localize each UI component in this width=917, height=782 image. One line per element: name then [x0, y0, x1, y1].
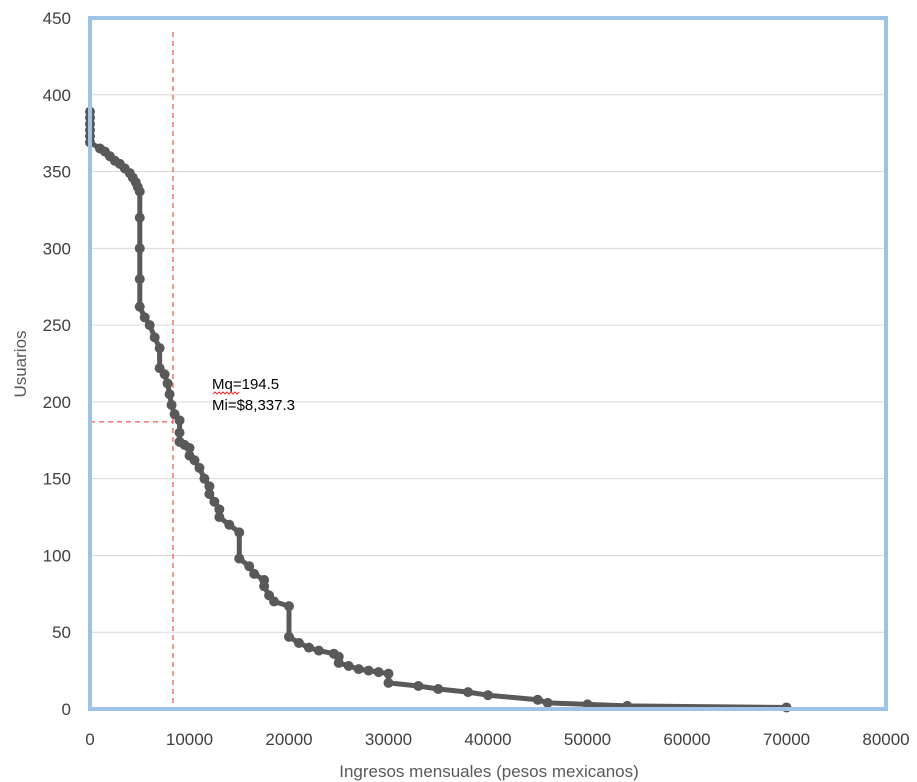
x-tick-label: 40000: [464, 730, 511, 749]
data-point: [159, 369, 170, 380]
reference-lines: [90, 32, 174, 709]
y-tick-label: 300: [43, 239, 71, 258]
x-tick-label: 50000: [564, 730, 611, 749]
data-point: [234, 553, 245, 564]
data-point: [234, 527, 245, 538]
plot-frame: [88, 16, 888, 711]
x-tick-label: 80000: [862, 730, 909, 749]
data-point: [383, 668, 394, 679]
grid-lines: [90, 17, 886, 710]
data-point: [333, 657, 344, 668]
data-point: [214, 512, 225, 523]
spellcheck-underline: [212, 391, 240, 395]
data-point: [363, 665, 374, 676]
data-point: [214, 504, 225, 515]
x-tick-label: 10000: [166, 730, 213, 749]
data-point: [284, 631, 294, 642]
data-point: [166, 399, 177, 410]
data-point: [433, 684, 444, 695]
plot-area-border: [88, 16, 888, 711]
data-point: [269, 596, 280, 607]
data-point: [134, 186, 145, 197]
data-point: [174, 415, 185, 426]
y-tick-label: 200: [43, 393, 71, 412]
data-point: [139, 312, 150, 323]
annotation-mi: Mi=$8,337.3: [212, 397, 295, 414]
data-point: [144, 320, 155, 331]
data-point: [582, 699, 593, 710]
data-point: [134, 301, 145, 312]
data-point: [343, 661, 354, 672]
y-tick-label: 50: [52, 623, 71, 642]
x-tick-label: 0: [85, 730, 94, 749]
data-point: [199, 473, 210, 484]
data-point: [224, 519, 235, 530]
data-point: [532, 694, 543, 705]
data-point: [463, 687, 474, 698]
data-point: [313, 645, 324, 656]
data-point: [249, 568, 260, 579]
annotation-mq: Mq=194.5: [212, 376, 279, 393]
data-point: [383, 677, 394, 688]
data-point: [189, 455, 200, 466]
data-point: [149, 332, 160, 343]
y-tick-label: 400: [43, 86, 71, 105]
x-tick-label: 70000: [763, 730, 810, 749]
x-tick-label: 60000: [663, 730, 710, 749]
data-point: [293, 637, 304, 648]
y-tick-label: 250: [43, 316, 71, 335]
data-point: [204, 489, 215, 500]
y-tick-label: 450: [43, 9, 71, 28]
data-point: [353, 664, 364, 675]
data-point: [154, 343, 165, 354]
y-axis-title: Usuarios: [11, 330, 30, 397]
data-point: [413, 680, 424, 691]
data-point: [284, 601, 294, 612]
data-series: [85, 106, 792, 713]
data-point: [483, 690, 493, 701]
y-tick-label: 150: [43, 470, 71, 489]
y-tick-label: 100: [43, 546, 71, 565]
data-point: [162, 378, 173, 389]
y-tick-label: 350: [43, 163, 71, 182]
data-point: [373, 667, 384, 678]
x-axis-ticks: 0 10000 20000 30000 40000 50000 60000 70000 8000…: [85, 730, 909, 749]
data-point: [134, 243, 145, 254]
data-point: [209, 496, 220, 507]
data-point: [184, 442, 195, 453]
y-axis-ticks: 0 50 100 150 200 250 300 350 400 450: [43, 9, 71, 719]
data-point: [174, 427, 185, 438]
data-point: [244, 561, 255, 572]
y-tick-label: 0: [62, 700, 71, 719]
data-point: [134, 212, 145, 223]
data-point: [194, 462, 205, 473]
x-tick-label: 20000: [265, 730, 312, 749]
data-point: [542, 697, 553, 708]
x-tick-label: 30000: [365, 730, 412, 749]
x-axis-title: Ingresos mensuales (pesos mexicanos): [339, 762, 639, 781]
annotation: Mq=194.5 Mi=$8,337.3: [212, 376, 295, 414]
data-point: [259, 581, 270, 592]
data-point: [303, 642, 314, 653]
data-point: [204, 481, 215, 492]
data-point: [164, 389, 175, 400]
series-line: [87, 109, 789, 710]
data-point: [134, 274, 145, 285]
